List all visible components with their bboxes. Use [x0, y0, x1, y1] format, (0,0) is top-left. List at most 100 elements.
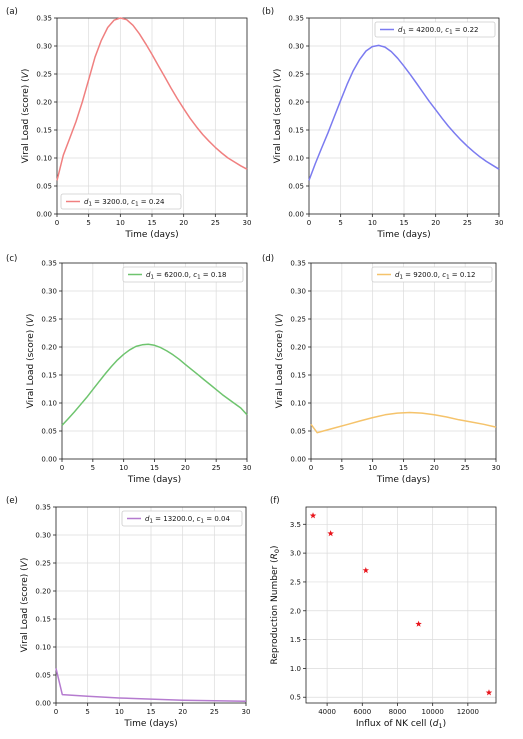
y-tick-label: 0.20 [35, 588, 51, 596]
legend: d1 = 13200.0, c1 = 0.04 [121, 510, 243, 527]
y-tick-label: 0.10 [36, 155, 52, 163]
x-tick-label: 10 [368, 464, 377, 472]
y-tick-label: 0.00 [290, 456, 306, 464]
y-tick-label: 0.05 [35, 672, 51, 680]
y-axis-label: Viral Load (score) (V) [275, 314, 285, 409]
y-tick-label: 0.35 [36, 15, 52, 23]
gridlines [56, 17, 248, 215]
legend-box [60, 193, 182, 210]
x-tick-label: 0 [307, 219, 311, 227]
y-tick-label: 0.10 [41, 400, 57, 408]
y-tick-label: 0.25 [35, 560, 51, 568]
y-tick-label: 0.10 [35, 644, 51, 652]
panel-label: (d) [262, 254, 274, 264]
panel-b: (b) 0 5 10 15 20 25 30 0.00 0.05 0.10 0.15 0.20 0.25 0… [262, 7, 503, 240]
y-tick-label: 0.25 [41, 316, 57, 324]
y-tick-label: 0.05 [36, 183, 52, 191]
x-tick-label: 10 [115, 708, 124, 716]
legend: d1 = 9200.0, c1 = 0.12 [371, 266, 493, 283]
y-tick-label: 0.15 [290, 372, 306, 380]
y-tick-label: 0.05 [288, 183, 304, 191]
data-point-star [485, 689, 493, 696]
panel-d: (d) 0 5 10 15 20 25 30 0.00 0.05 0.10 0.15 0.20 0.25 0… [262, 254, 500, 485]
data-point-star [415, 620, 422, 627]
x-tick-label: 15 [399, 464, 408, 472]
panel-c: (c) 0 5 10 15 20 25 30 0.00 0.05 0.10 0.15 0.20 0.25 0… [6, 254, 251, 485]
x-tick-label: 15 [150, 464, 159, 472]
x-tick-label: 25 [212, 464, 221, 472]
y-tick-label: 0.35 [35, 504, 51, 512]
legend-label: d1 = 9200.0, c1 = 0.12 [395, 271, 475, 281]
x-tick-label: 15 [147, 708, 156, 716]
y-tick-label: 0.30 [35, 532, 51, 540]
y-tick-label: 0.30 [290, 288, 306, 296]
x-tick-label: 20 [179, 219, 188, 227]
y-tick-label: 0.15 [288, 127, 304, 135]
x-tick-label: 5 [338, 219, 342, 227]
y-axis-label: Viral Load (score) (V) [273, 69, 283, 164]
gridlines [61, 262, 248, 460]
x-axis-label: Time (days) [124, 230, 178, 240]
x-tick-label: 5 [85, 708, 89, 716]
plot-frame [305, 506, 497, 704]
x-axis-label: Time (days) [376, 475, 430, 485]
y-tick-label: 0.15 [41, 372, 57, 380]
panel-label: (f) [270, 496, 280, 506]
x-tick-label: 5 [340, 464, 344, 472]
y-tick-label: 2.0 [290, 607, 301, 615]
gridlines [55, 506, 247, 704]
legend-label: d1 = 6200.0, c1 = 0.18 [146, 271, 226, 281]
y-axis-label: Viral Load (score) (V) [21, 69, 31, 164]
y-tick-label: 0.05 [41, 428, 57, 436]
panel-e: (e) 0 5 10 15 20 25 30 0.00 0.05 0.10 0.15 0.20 0.25 0… [6, 496, 250, 729]
legend-box [371, 266, 493, 283]
panel-label: (b) [262, 7, 274, 17]
x-tick-label: 25 [463, 219, 472, 227]
gridlines [306, 507, 496, 703]
x-tick-label: 0 [55, 219, 59, 227]
x-tick-label: 30 [243, 464, 252, 472]
gridlines [310, 262, 497, 460]
y-tick-label: 3.0 [290, 550, 301, 558]
x-tick-label: 25 [461, 464, 470, 472]
x-tick-label: 10 [368, 219, 377, 227]
x-tick-label: 20 [431, 219, 440, 227]
x-tick-label: 15 [400, 219, 409, 227]
x-tick-label: 30 [492, 464, 501, 472]
y-tick-label: 0.35 [290, 260, 306, 268]
series-line [310, 411, 497, 434]
x-axis-label: Time (days) [127, 475, 181, 485]
x-tick-label: 30 [242, 708, 251, 716]
legend: d1 = 4200.0, c1 = 0.22 [374, 21, 496, 38]
x-axis-label: Influx of NK cell (d1) [356, 719, 446, 730]
legend-label: d1 = 3200.0, c1 = 0.24 [84, 198, 165, 208]
x-tick-label: 8000 [389, 708, 407, 716]
legend-label: d1 = 13200.0, c1 = 0.04 [145, 515, 230, 525]
y-tick-label: 3.5 [290, 521, 301, 529]
x-tick-label: 12000 [457, 708, 479, 716]
y-tick-label: 0.30 [41, 288, 57, 296]
y-tick-label: 0.15 [36, 127, 52, 135]
panel-f: (f) 4000 6000 8000 10000 12000 0.5 1.0 1.5 2.0 2.5… [270, 496, 497, 730]
y-tick-label: 0.00 [36, 211, 52, 219]
series-line [56, 17, 248, 181]
data-point-star [327, 530, 334, 537]
y-tick-label: 0.00 [41, 456, 57, 464]
y-tick-label: 0.20 [41, 344, 57, 352]
legend-label: d1 = 4200.0, c1 = 0.22 [398, 26, 478, 36]
legend: d1 = 6200.0, c1 = 0.18 [122, 266, 244, 283]
x-tick-label: 25 [211, 219, 220, 227]
y-tick-label: 0.10 [290, 400, 306, 408]
x-tick-label: 10000 [422, 708, 444, 716]
series-line [55, 668, 247, 703]
y-tick-label: 1.5 [290, 636, 301, 644]
y-tick-label: 0.00 [35, 700, 51, 708]
x-tick-label: 25 [210, 708, 219, 716]
data-point-star [309, 512, 317, 519]
x-tick-label: 10 [119, 464, 128, 472]
y-tick-label: 0.35 [288, 15, 304, 23]
x-tick-label: 30 [243, 219, 252, 227]
x-tick-label: 20 [178, 708, 187, 716]
x-tick-label: 30 [495, 219, 504, 227]
y-tick-label: 0.00 [288, 211, 304, 219]
